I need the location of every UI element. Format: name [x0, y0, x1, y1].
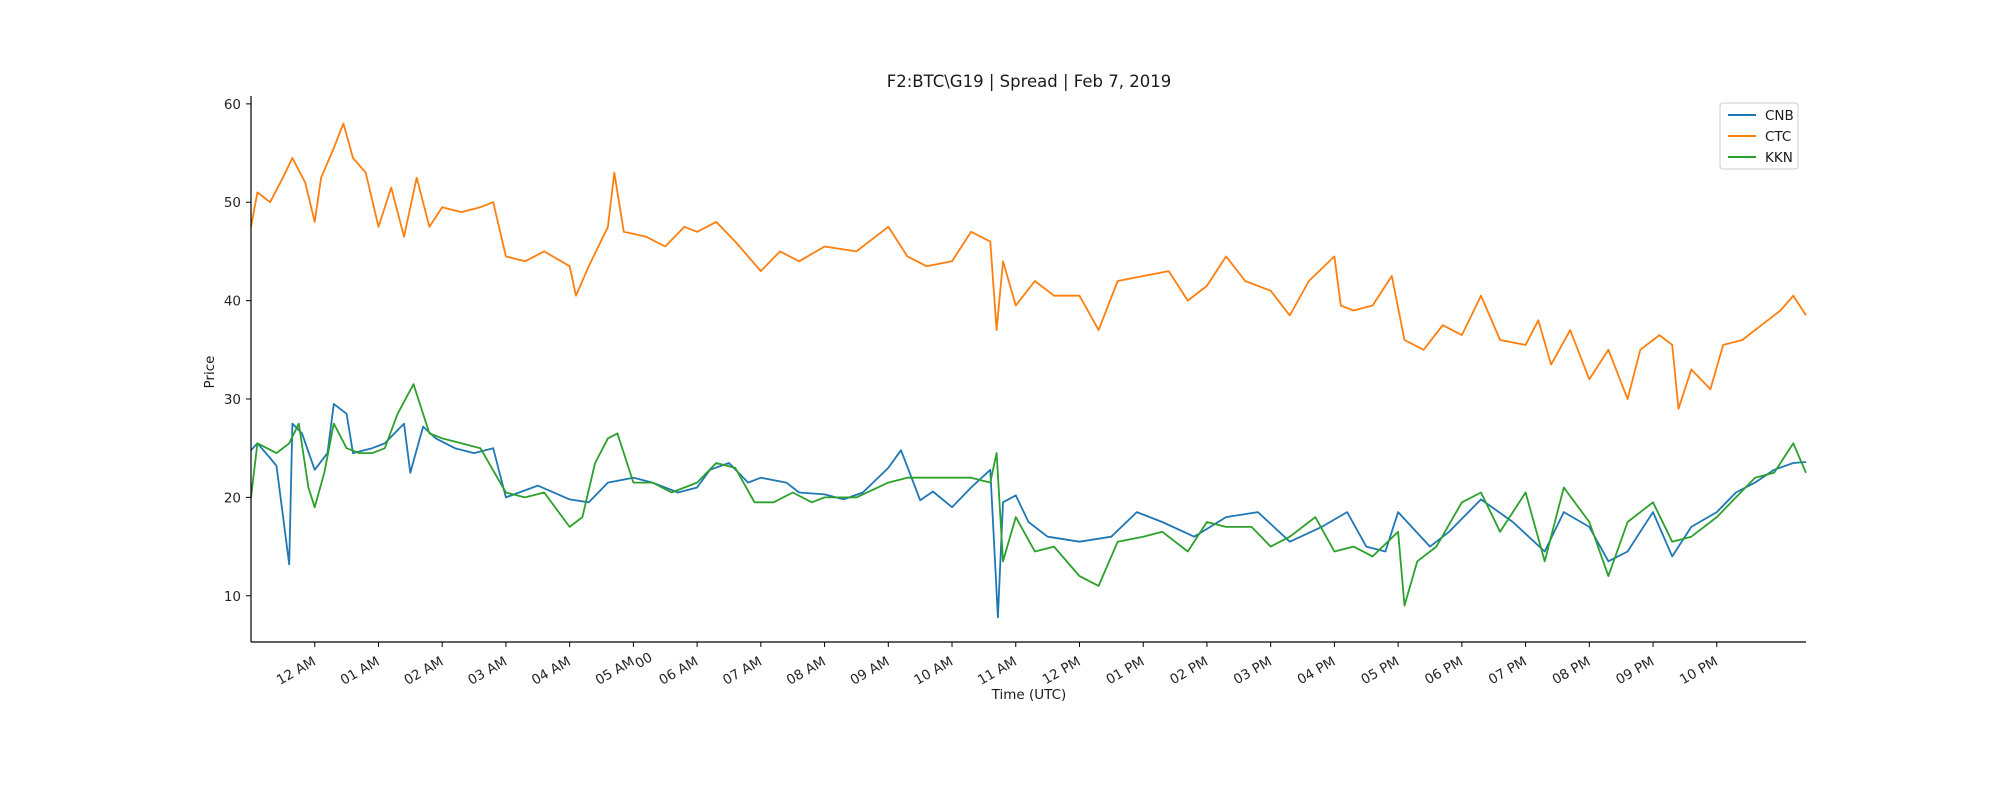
- x-tick-label: 03 AM: [465, 654, 510, 689]
- x-tick-label: 05 PM: [1358, 654, 1402, 688]
- y-tick-label: 50: [224, 195, 241, 211]
- x-tick-label: 09 AM: [848, 654, 893, 689]
- x-tick-label: 08 PM: [1550, 654, 1594, 688]
- y-tick-label: 40: [224, 294, 241, 310]
- series-line-kkn: [250, 383, 1807, 607]
- x-tick-label: 12 PM: [1040, 654, 1084, 688]
- legend-label-ctc: CTC: [1765, 129, 1791, 145]
- x-tick-label: 10 PM: [1677, 654, 1721, 688]
- x-tick-label: 03 PM: [1231, 654, 1275, 688]
- x-axis-label: Time (UTC): [991, 687, 1067, 703]
- series-line-cnb: [250, 403, 1807, 619]
- x-tick-label: 07 PM: [1486, 654, 1530, 688]
- ticks: 10 20 30 40 50 60 12 AM 01 AM 02 AM 03 AM 04 AM 05 …: [224, 97, 1721, 689]
- x-tick-label: 08 AM: [784, 654, 829, 689]
- series-line-ctc: [250, 122, 1807, 410]
- axes: [250, 96, 1806, 643]
- x-tick-label: 01 PM: [1103, 654, 1147, 688]
- legend-label-cnb: CNB: [1765, 108, 1794, 124]
- x-tick-label: 02 PM: [1167, 654, 1211, 688]
- legend: CNB CTC KKN: [1719, 102, 1799, 170]
- plot-area: [250, 122, 1807, 619]
- x-tick-label: 10 AM: [911, 654, 956, 689]
- y-tick-label: 60: [224, 97, 241, 113]
- legend-label-kkn: KKN: [1765, 150, 1793, 166]
- x-tick-label: 11 AM: [975, 654, 1020, 689]
- x-tick-label-stray: 00: [632, 650, 655, 672]
- y-tick-label: 10: [224, 589, 241, 605]
- x-tick-label: 02 AM: [402, 654, 447, 689]
- x-tick-label: 04 PM: [1295, 654, 1339, 688]
- x-tick-label: 04 AM: [529, 654, 574, 689]
- x-tick-label: 12 AM: [274, 654, 319, 689]
- x-tick-label: 01 AM: [338, 654, 383, 689]
- x-tick-label: 06 AM: [656, 654, 701, 689]
- y-tick-label: 20: [224, 490, 241, 506]
- x-tick-label: 09 PM: [1613, 654, 1657, 688]
- chart-title: F2:BTC\G19 | Spread | Feb 7, 2019: [887, 72, 1171, 91]
- y-axis-label: Price: [202, 356, 218, 389]
- x-tick-label: 06 PM: [1422, 654, 1466, 688]
- x-tick-label: 07 AM: [720, 654, 765, 689]
- y-tick-label: 30: [224, 392, 241, 408]
- legend-box: [1719, 102, 1799, 170]
- x-tick-label: 05 AM: [593, 654, 638, 689]
